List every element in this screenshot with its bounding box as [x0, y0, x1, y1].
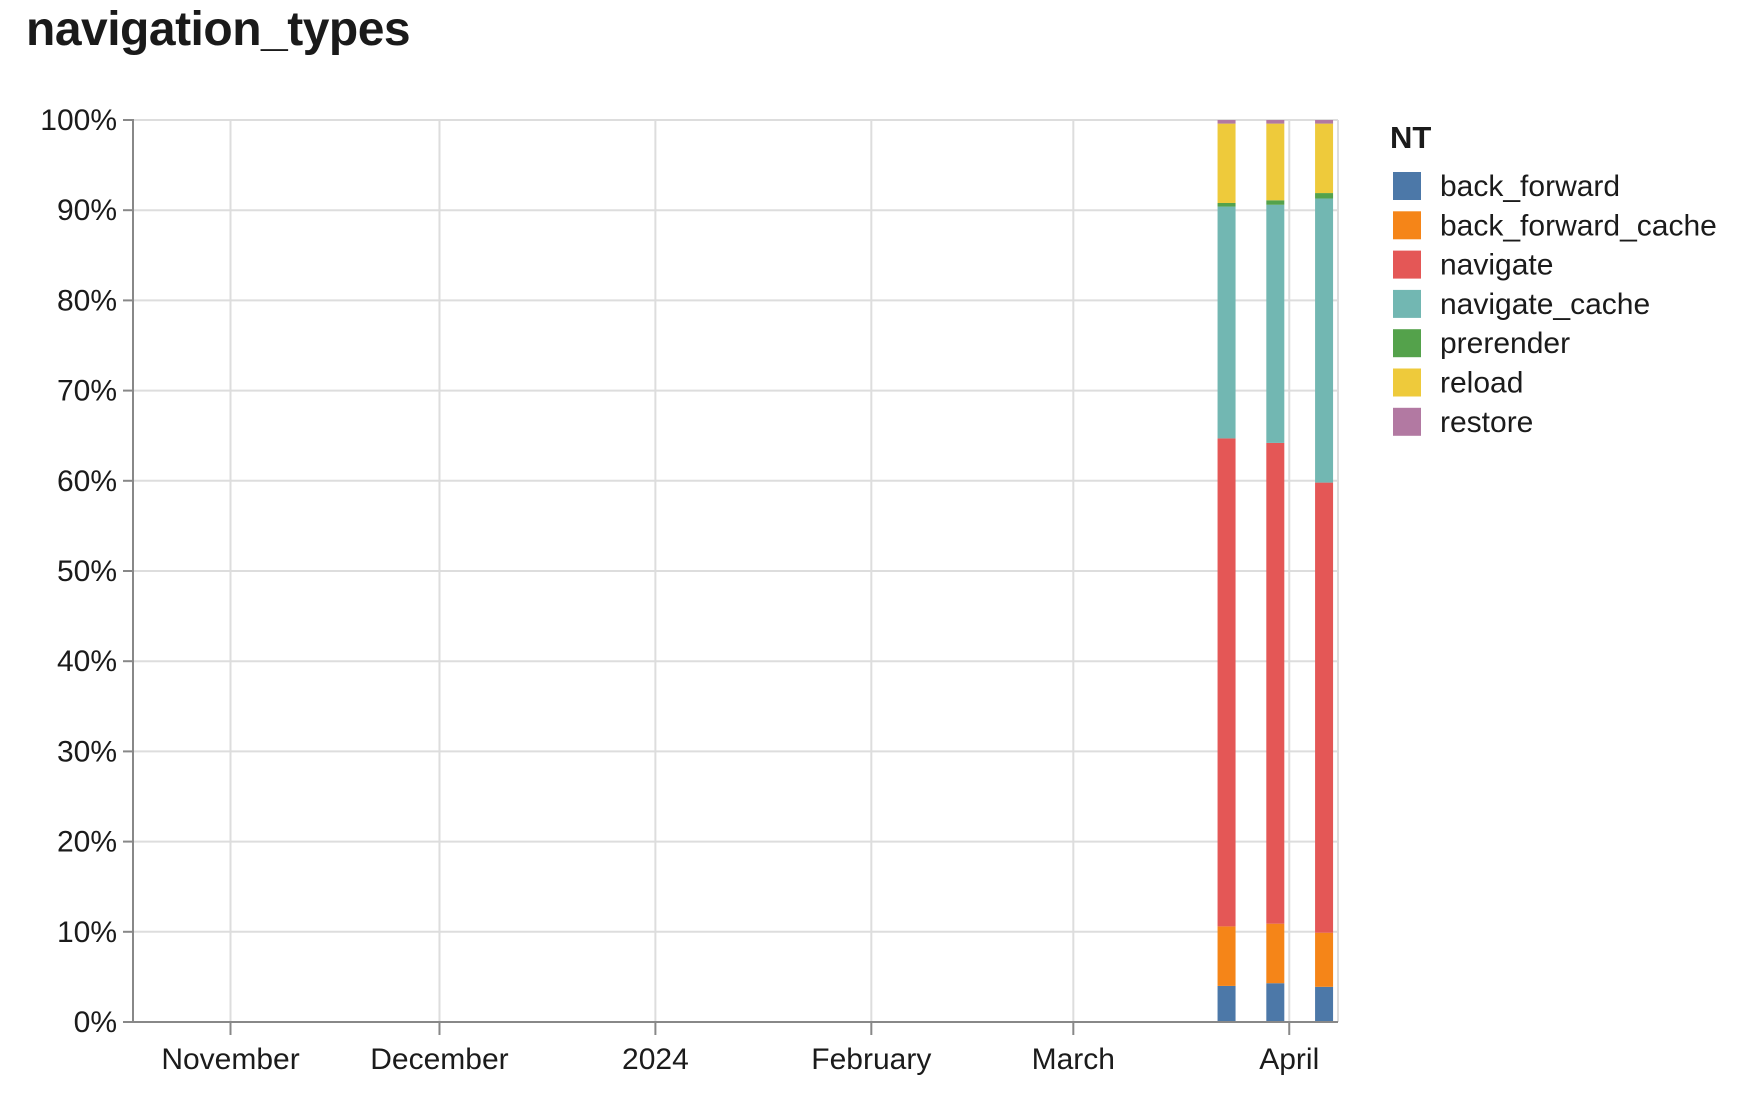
bar-segment-navigate_cache	[1217, 206, 1236, 439]
legend-title: NT	[1390, 120, 1431, 155]
legend-label-prerender: prerender	[1440, 327, 1570, 360]
bar-segment-reload	[1315, 123, 1334, 194]
bar-segment-navigate	[1315, 482, 1334, 933]
y-tick-label: 100%	[40, 104, 117, 137]
bar-segment-navigate_cache	[1315, 198, 1334, 483]
bar-segment-navigate	[1266, 442, 1285, 924]
legend-label-restore: restore	[1440, 406, 1533, 439]
y-tick-label: 80%	[57, 284, 117, 317]
legend-swatch-prerender	[1393, 329, 1421, 358]
y-tick-label: 10%	[57, 916, 117, 949]
bar-segment-prerender	[1315, 193, 1334, 199]
x-tick-label: November	[161, 1043, 299, 1076]
bar-segment-navigate_cache	[1266, 204, 1285, 443]
legend-swatch-navigate_cache	[1393, 289, 1421, 318]
bar-segment-back_forward	[1217, 985, 1236, 1022]
bar-segment-back_forward_cache	[1266, 923, 1285, 984]
bar-segment-back_forward	[1266, 983, 1285, 1022]
bar-segment-back_forward_cache	[1315, 932, 1334, 987]
bar-segment-reload	[1217, 123, 1236, 203]
legend-swatch-restore	[1393, 407, 1421, 436]
legend-swatch-navigate	[1393, 250, 1421, 279]
bar-segment-prerender	[1266, 200, 1285, 205]
legend-label-back_forward: back_forward	[1440, 170, 1620, 203]
bar-segment-navigate	[1217, 438, 1236, 927]
y-tick-label: 30%	[57, 735, 117, 768]
legend-label-back_forward_cache: back_forward_cache	[1440, 209, 1717, 242]
x-tick-label: April	[1259, 1043, 1319, 1076]
bar-segment-back_forward_cache	[1217, 926, 1236, 986]
y-tick-label: 20%	[57, 826, 117, 859]
legend-label-navigate_cache: navigate_cache	[1440, 288, 1650, 321]
y-tick-label: 40%	[57, 645, 117, 678]
legend-swatch-back_forward	[1393, 172, 1421, 200]
y-tick-label: 60%	[57, 465, 117, 498]
bar-segment-reload	[1266, 123, 1285, 201]
y-tick-label: 50%	[57, 555, 117, 588]
x-tick-label: 2024	[622, 1043, 689, 1076]
x-tick-label: February	[811, 1043, 931, 1076]
y-tick-label: 90%	[57, 194, 117, 227]
chart-title: navigation_types	[26, 3, 411, 56]
bar-segment-restore	[1315, 120, 1334, 124]
y-tick-label: 70%	[57, 375, 117, 408]
legend-label-reload: reload	[1440, 367, 1523, 400]
y-tick-label: 0%	[74, 1006, 117, 1039]
bar-segment-prerender	[1217, 202, 1236, 207]
x-tick-label: March	[1032, 1043, 1115, 1076]
bar-segment-back_forward	[1315, 986, 1334, 1022]
legend-swatch-reload	[1393, 368, 1421, 397]
x-tick-label: December	[370, 1043, 508, 1076]
bar-segment-restore	[1266, 120, 1285, 124]
legend-swatch-back_forward_cache	[1393, 211, 1421, 240]
bar-segment-restore	[1217, 120, 1236, 124]
legend-label-navigate: navigate	[1440, 249, 1553, 282]
